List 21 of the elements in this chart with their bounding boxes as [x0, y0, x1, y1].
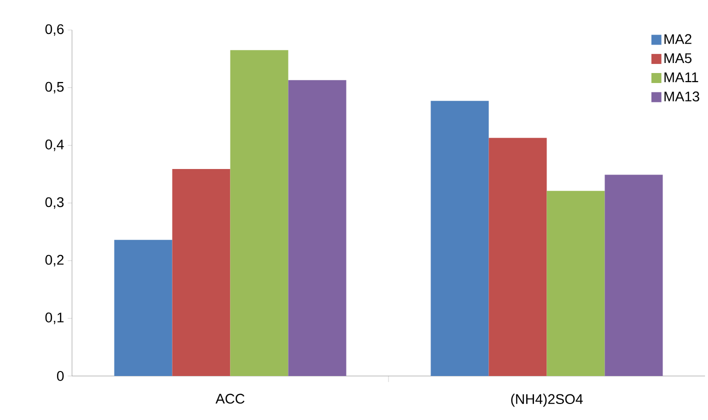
legend-label: MA13	[664, 92, 700, 102]
bar	[488, 138, 547, 376]
y-tick-label: 0,1	[45, 312, 64, 324]
bar	[172, 168, 230, 376]
x-tick-label: (NH4)2SO4	[511, 394, 583, 407]
y-tick-label: 0,4	[45, 140, 64, 152]
bar	[430, 100, 489, 376]
y-tick-label: 0,5	[45, 82, 64, 94]
bar	[288, 80, 346, 376]
y-tick-label: 0,2	[45, 254, 64, 266]
legend-label: MA11	[664, 72, 698, 82]
x-tick-label: ACC	[216, 394, 244, 404]
bar	[604, 174, 663, 376]
bar	[114, 240, 172, 376]
bar	[230, 50, 288, 376]
y-tick-label: 0	[57, 371, 64, 381]
bar	[546, 190, 605, 376]
y-tick-label: 0,6	[45, 24, 64, 36]
y-tick-label: 0,3	[45, 197, 64, 209]
legend-label: MA5	[664, 53, 692, 64]
legend-label: MA2	[664, 34, 692, 44]
